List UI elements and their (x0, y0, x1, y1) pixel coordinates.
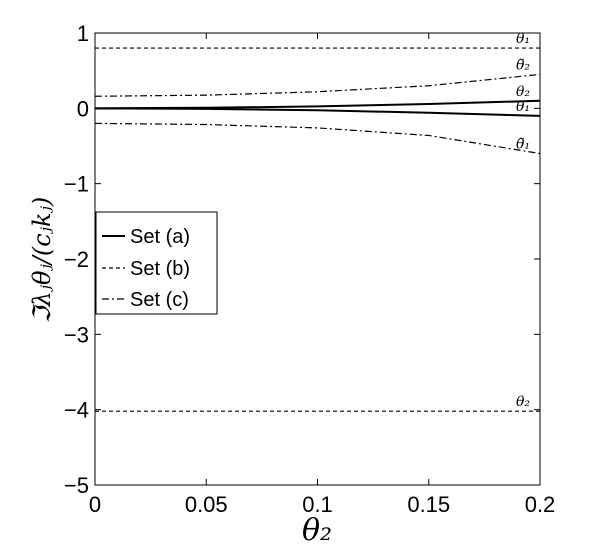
legend-label-set-c: Set (c) (130, 289, 189, 311)
series-line-set-c-5 (94, 122, 541, 155)
x-tick-label: 0.2 (525, 492, 556, 517)
y-tick-label: −2 (64, 247, 89, 272)
legend-label-set-b: Set (b) (130, 258, 190, 280)
x-tick-label: 0.05 (185, 492, 228, 517)
legend-box (95, 211, 218, 315)
series-annotation: θ₁ (516, 31, 530, 47)
series-annotation: θ₁ (516, 99, 530, 115)
legend-label-set-a: Set (a) (130, 226, 190, 248)
x-tick-label: 0 (89, 492, 101, 517)
y-tick-label: −1 (64, 172, 89, 197)
y-tick-label: 1 (77, 21, 89, 46)
series-line-set-a-1 (94, 107, 541, 117)
x-tick-label: 0.15 (407, 492, 450, 517)
x-tick-label: 0.1 (302, 492, 333, 517)
series-annotation: θ̃₂ (516, 57, 530, 73)
x-axis-ticks: 0 0.05 0.1 0.15 0.2 (89, 33, 555, 517)
y-tick-label: −3 (64, 322, 89, 347)
series-lines (94, 47, 541, 412)
y-axis-title: ℑλⱼθⱼ/(cⱼkⱼ) (28, 197, 56, 324)
series-line-set-a-0 (94, 99, 541, 110)
series-line-set-c-4 (94, 73, 541, 97)
y-tick-label: 0 (77, 96, 89, 121)
y-axis-ticks: 1 0 −1 −2 −3 −4 −5 (64, 21, 540, 498)
series-annotation: θ₂ (516, 84, 530, 100)
x-axis-title: θ₂ (302, 513, 332, 548)
y-tick-label: −5 (64, 473, 89, 498)
legend: Set (a) Set (b) Set (c) (95, 211, 218, 315)
series-annotation: θ̃₁ (516, 137, 530, 153)
y-tick-label: −4 (64, 398, 89, 423)
series-annotation: θ₂ (516, 394, 530, 410)
